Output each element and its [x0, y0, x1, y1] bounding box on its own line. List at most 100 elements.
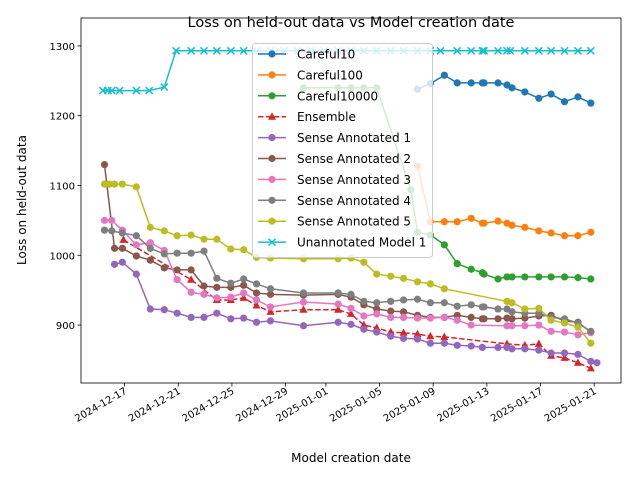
data-point [110, 260, 119, 268]
data-point [587, 357, 595, 365]
x-tick-label: 2025-01-05 [328, 386, 384, 425]
data-point [347, 320, 355, 328]
data-point [160, 250, 168, 258]
legend-label: Careful100 [297, 68, 363, 82]
data-point [547, 46, 556, 55]
data-point [440, 299, 448, 307]
data-point [467, 265, 475, 273]
x-tick-label: 2024-12-25 [181, 386, 237, 425]
data-point [373, 310, 381, 318]
data-point [100, 226, 109, 234]
data-point [160, 227, 168, 235]
data-point [426, 299, 434, 307]
data-point [399, 328, 408, 336]
data-point [413, 278, 422, 286]
data-point [560, 232, 569, 240]
data-point [252, 289, 261, 297]
data-point [187, 288, 195, 296]
data-point [252, 301, 261, 309]
data-point [453, 341, 461, 349]
data-point [426, 314, 434, 322]
data-point [187, 275, 196, 283]
data-point [334, 318, 342, 326]
data-point [266, 303, 275, 311]
data-point [535, 273, 543, 281]
data-point [440, 339, 448, 347]
data-point [440, 285, 448, 293]
data-point [200, 247, 208, 255]
data-point [399, 334, 408, 342]
data-point [560, 328, 569, 336]
data-point [146, 223, 154, 231]
plot-frame [80, 17, 622, 384]
data-point [413, 295, 422, 303]
data-point [467, 46, 476, 55]
data-point [360, 312, 368, 320]
legend-entry: Sense Annotated 5 [258, 215, 411, 229]
data-point [587, 339, 595, 347]
x-axis-label: Model creation date [291, 451, 411, 465]
data-point [108, 216, 116, 224]
data-point [426, 331, 435, 340]
data-point [252, 296, 261, 304]
data-point [146, 305, 154, 313]
data-point [160, 264, 168, 272]
data-point [508, 315, 516, 323]
legend-marker [268, 134, 276, 142]
data-point [240, 281, 248, 289]
data-point [480, 219, 488, 227]
data-point [478, 343, 486, 352]
data-point [347, 304, 355, 312]
data-point [399, 313, 408, 321]
data-point [240, 289, 248, 297]
data-point [593, 359, 601, 367]
data-point [399, 296, 408, 304]
data-point [299, 298, 308, 306]
data-point [426, 339, 434, 347]
x-tick-label: 2024-12-21 [127, 386, 183, 425]
data-point [213, 294, 221, 302]
data-point [547, 349, 555, 357]
data-point [107, 86, 116, 95]
data-point [547, 229, 555, 237]
data-point [586, 46, 595, 55]
legend-label: Ensemble [297, 110, 356, 124]
data-point [480, 315, 488, 323]
data-point [534, 46, 543, 55]
data-point [146, 244, 154, 252]
x-tick-label: 2025-01-21 [543, 386, 599, 425]
data-point [534, 339, 543, 347]
legend-label: Careful10000 [297, 89, 378, 103]
data-point [587, 99, 595, 107]
data-point [520, 46, 529, 55]
data-point [508, 345, 516, 353]
data-point [173, 249, 181, 257]
data-point [160, 306, 168, 314]
data-point [508, 84, 516, 92]
data-point [359, 320, 368, 329]
data-point [187, 266, 195, 274]
data-point [387, 307, 395, 315]
data-point [299, 305, 308, 313]
data-point [200, 282, 208, 290]
y-tick-label: 900 [56, 321, 75, 332]
data-point [173, 276, 181, 284]
data-point [480, 270, 488, 278]
legend-entry: Sense Annotated 4 [258, 194, 411, 208]
legend-marker [268, 217, 276, 225]
data-point [227, 293, 235, 301]
data-point [467, 342, 475, 350]
legend-marker [268, 154, 276, 163]
legend-entry: Sense Annotated 3 [258, 173, 411, 187]
series-ensemble [119, 235, 595, 372]
data-point [503, 273, 511, 281]
legend-marker [268, 50, 276, 58]
data-point [212, 46, 221, 55]
data-point [118, 244, 126, 252]
legend: Careful10 Careful100 Careful10000 Ensemble S… [252, 43, 433, 258]
data-point [506, 46, 515, 55]
legend-entry: Careful100 [258, 68, 363, 82]
data-point [172, 46, 181, 55]
data-point [213, 274, 221, 282]
